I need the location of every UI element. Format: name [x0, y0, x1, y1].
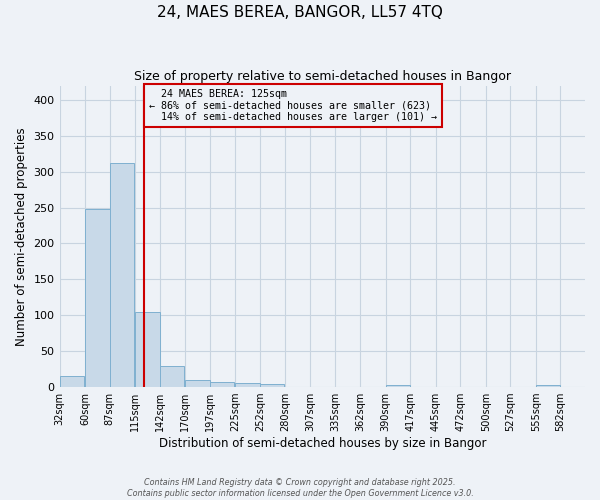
Bar — [185, 380, 210, 387]
Bar — [536, 385, 560, 387]
X-axis label: Distribution of semi-detached houses by size in Bangor: Distribution of semi-detached houses by … — [158, 437, 486, 450]
Bar — [210, 382, 235, 387]
Bar — [160, 366, 184, 387]
Bar — [110, 163, 134, 387]
Bar — [235, 383, 260, 387]
Text: 24, MAES BEREA, BANGOR, LL57 4TQ: 24, MAES BEREA, BANGOR, LL57 4TQ — [157, 5, 443, 20]
Bar — [386, 385, 410, 387]
Bar — [85, 209, 110, 387]
Text: 24 MAES BEREA: 125sqm
← 86% of semi-detached houses are smaller (623)
  14% of s: 24 MAES BEREA: 125sqm ← 86% of semi-deta… — [149, 88, 437, 122]
Title: Size of property relative to semi-detached houses in Bangor: Size of property relative to semi-detach… — [134, 70, 511, 83]
Bar — [260, 384, 284, 387]
Bar — [135, 312, 160, 387]
Bar — [59, 376, 84, 387]
Y-axis label: Number of semi-detached properties: Number of semi-detached properties — [15, 127, 28, 346]
Text: Contains HM Land Registry data © Crown copyright and database right 2025.
Contai: Contains HM Land Registry data © Crown c… — [127, 478, 473, 498]
